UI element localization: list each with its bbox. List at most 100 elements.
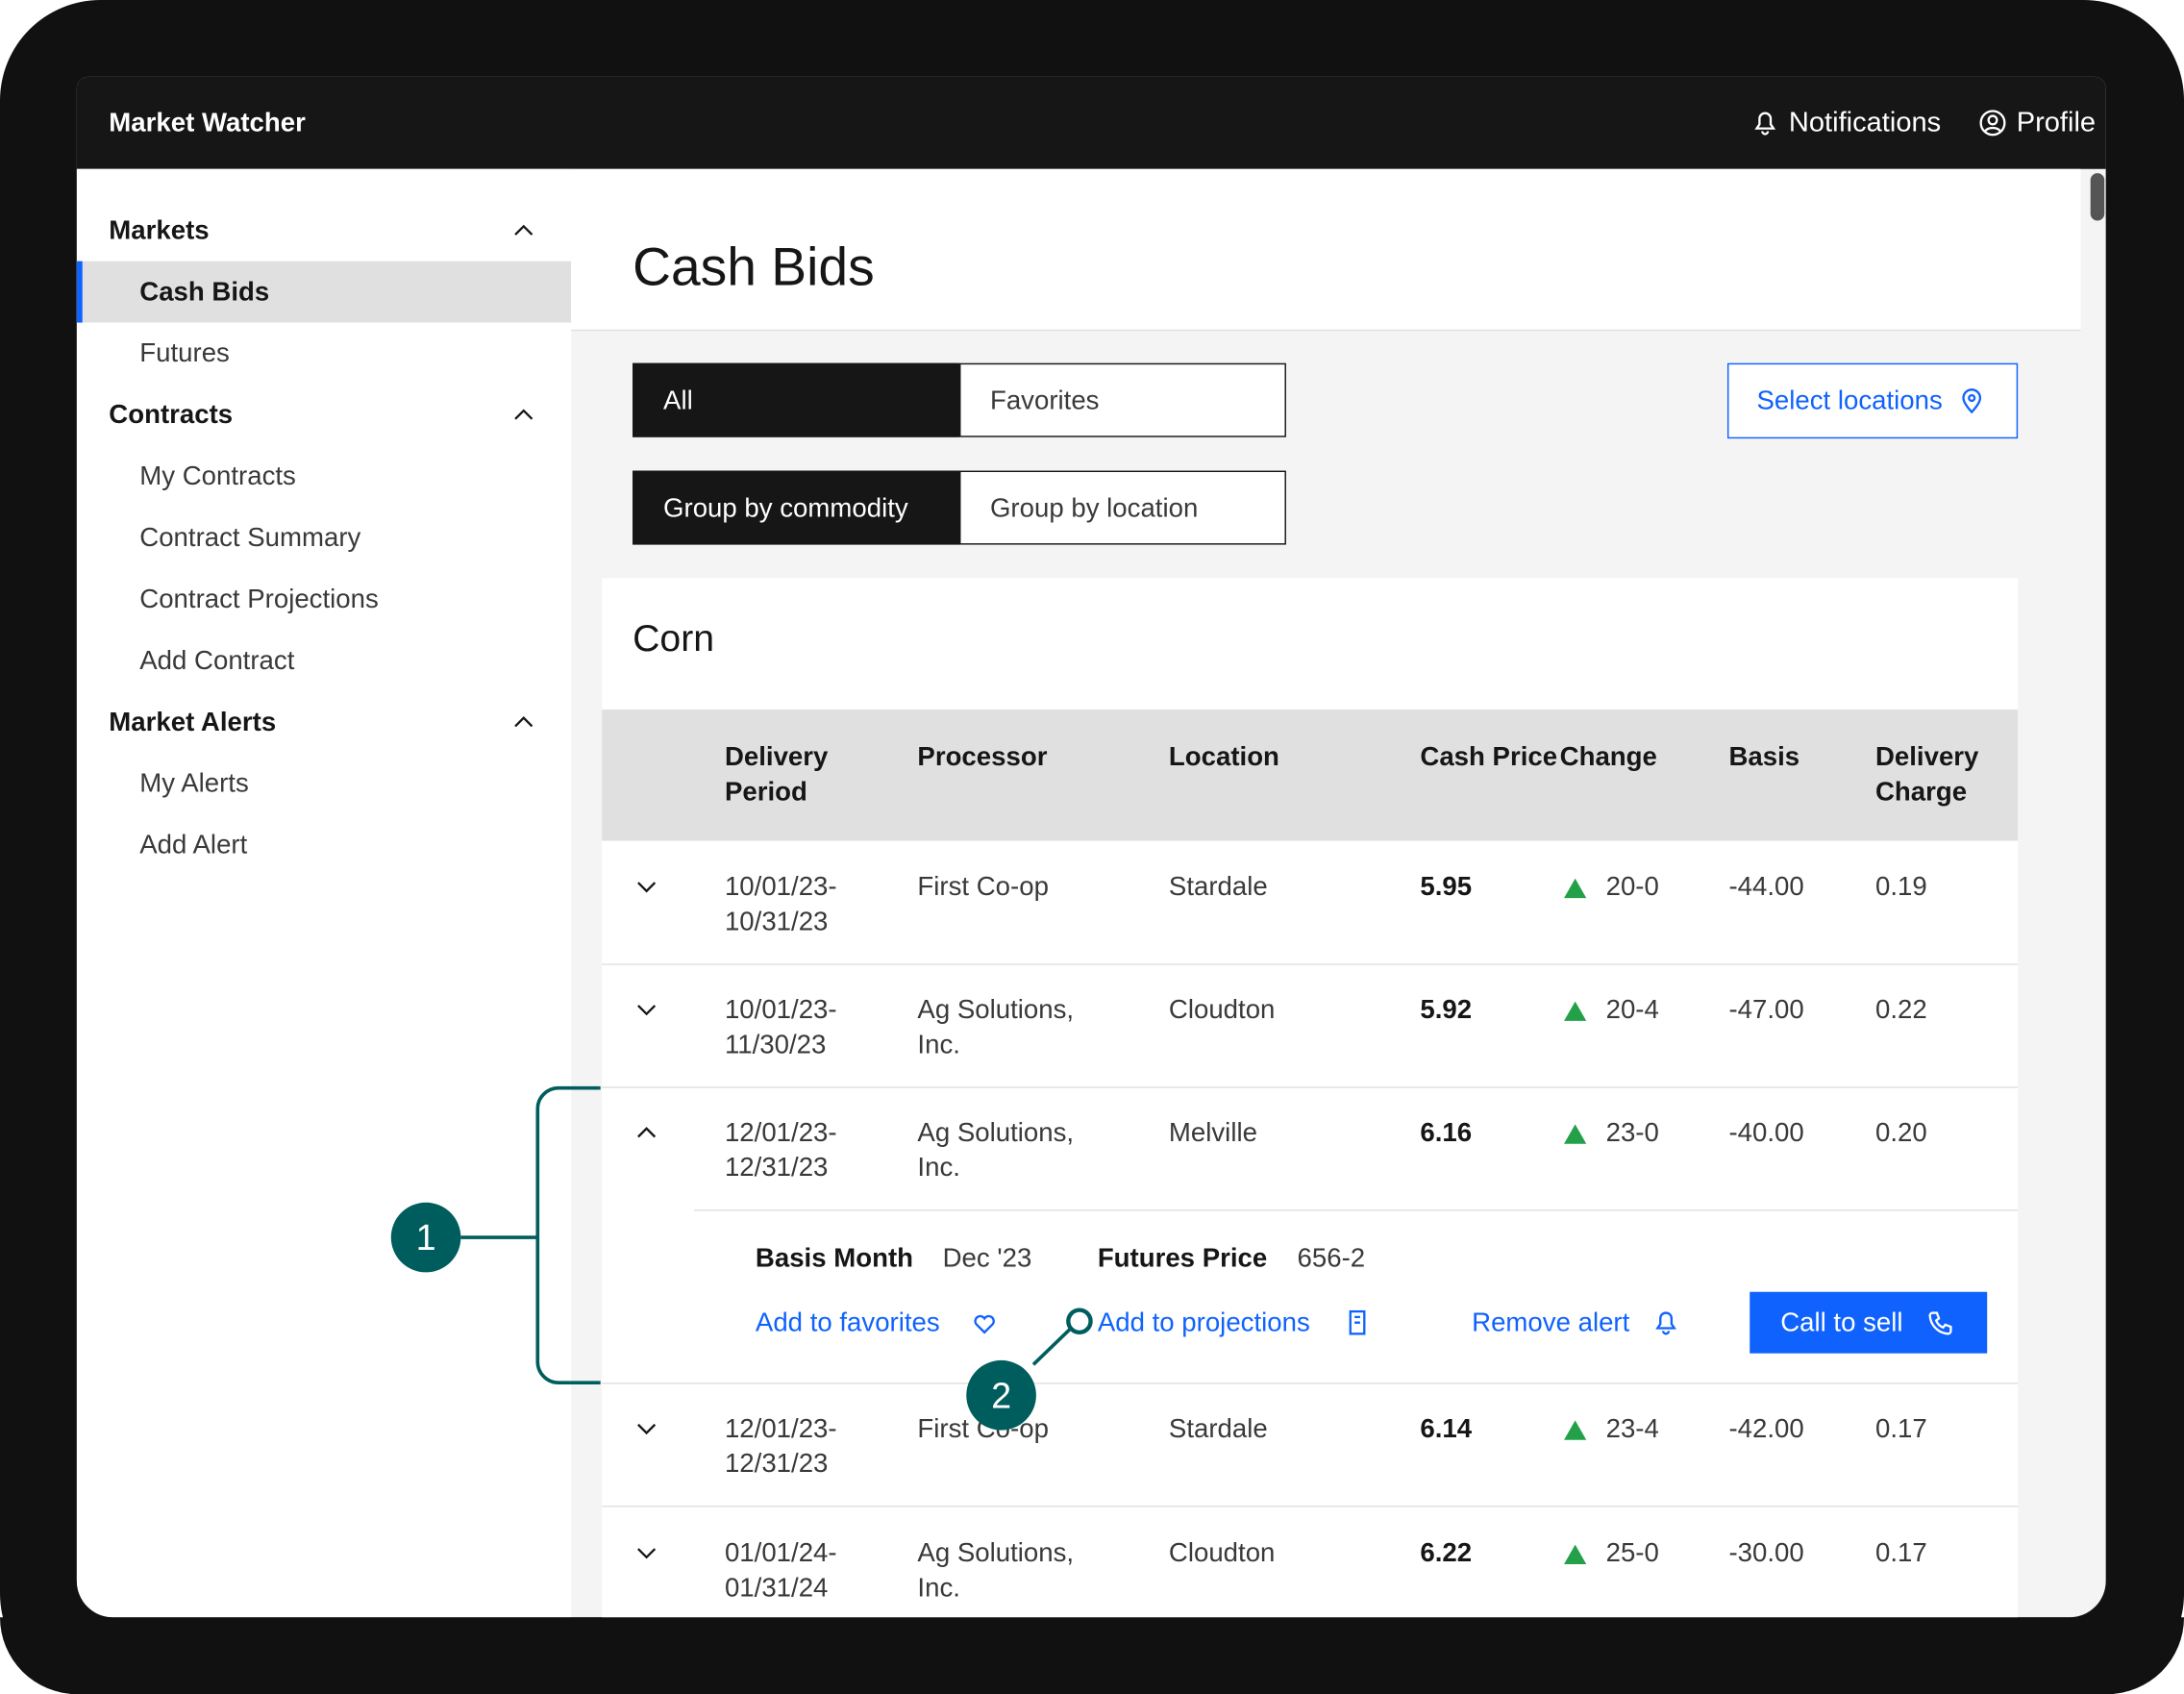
- cell: -42.00: [1728, 1414, 1804, 1445]
- cell: Ag Solutions, Inc.: [917, 1538, 1075, 1604]
- cell: Cloudton: [1168, 1538, 1276, 1569]
- cell: 0.22: [1874, 995, 1927, 1026]
- cell: 25-0: [1605, 1538, 1659, 1569]
- action-icon: [969, 1308, 1000, 1338]
- up-triangle: [1560, 1537, 1591, 1568]
- cell: Ag Solutions, Inc.: [917, 995, 1075, 1060]
- app-title: Market Watcher: [109, 109, 306, 138]
- cell: 0.17: [1874, 1414, 1927, 1445]
- cell: 01/01/24-01/31/24: [724, 1538, 837, 1604]
- column-header: Processor: [917, 742, 1048, 773]
- chevron-down: [632, 994, 662, 1025]
- pin-icon: [1956, 386, 1987, 416]
- up-triangle: [1560, 1413, 1591, 1444]
- column-header: Delivery Period: [724, 742, 829, 808]
- cell: -44.00: [1728, 872, 1804, 903]
- select-locations-label[interactable]: Select locations: [1756, 386, 1943, 416]
- segment-button[interactable]: [633, 470, 960, 545]
- cell: Stardale: [1168, 1414, 1268, 1445]
- segment-label[interactable]: Favorites: [989, 386, 1100, 416]
- nav-item[interactable]: My Contracts: [139, 461, 296, 492]
- phone-icon: [1925, 1308, 1956, 1338]
- cell: 23-0: [1605, 1118, 1659, 1149]
- segment-label[interactable]: All: [663, 386, 693, 416]
- cell: -47.00: [1728, 995, 1804, 1026]
- cell: 0.17: [1874, 1538, 1927, 1569]
- segment-button[interactable]: [959, 362, 1286, 437]
- chevron-up: [632, 1117, 662, 1148]
- detail-label: Futures Price: [1097, 1244, 1268, 1274]
- row-divider: [602, 963, 2019, 965]
- nav-item[interactable]: Add Alert: [139, 831, 248, 860]
- callout-number: 2: [991, 1376, 1011, 1416]
- action-icon: [1650, 1308, 1681, 1338]
- cell: Cloudton: [1168, 995, 1276, 1026]
- page-title: Cash Bids: [633, 238, 875, 298]
- cell: -40.00: [1728, 1118, 1804, 1149]
- action-link[interactable]: Add to projections: [1097, 1308, 1310, 1338]
- scrollbar: [2090, 173, 2105, 221]
- call-to-sell[interactable]: [1750, 1291, 1988, 1354]
- action-link[interactable]: Add to favorites: [755, 1308, 940, 1338]
- cell: 0.19: [1874, 872, 1927, 903]
- cell: 12/01/23-12/31/23: [724, 1414, 837, 1480]
- chevron-up: [509, 399, 539, 430]
- cell: 23-4: [1605, 1414, 1659, 1445]
- cell: 5.92: [1420, 995, 1473, 1026]
- column-header: Cash Price: [1420, 742, 1558, 773]
- nav-item[interactable]: Contract Summary: [139, 523, 361, 554]
- sidebar: [76, 168, 572, 1618]
- action-link[interactable]: Remove alert: [1472, 1308, 1630, 1338]
- cell: -30.00: [1728, 1538, 1804, 1569]
- bell-icon: [1750, 108, 1780, 138]
- title-area: [571, 168, 2081, 332]
- up-triangle: [1560, 871, 1591, 902]
- row-divider: [602, 1086, 2019, 1088]
- cell: 6.14: [1420, 1414, 1473, 1445]
- cell: 5.95: [1420, 872, 1473, 903]
- nav-item[interactable]: Futures: [139, 339, 230, 369]
- cell: Melville: [1168, 1118, 1257, 1149]
- detail-value: 656-2: [1297, 1244, 1366, 1274]
- column-header: Location: [1168, 742, 1279, 773]
- segment-button[interactable]: [633, 362, 960, 437]
- card-title: Corn: [633, 617, 715, 660]
- cell: 10/01/23-11/30/23: [724, 995, 837, 1060]
- detail-divider: [693, 1209, 2019, 1211]
- up-triangle: [1560, 994, 1591, 1025]
- profile[interactable]: Profile: [2016, 107, 2097, 138]
- nav-item[interactable]: Cash Bids: [139, 278, 270, 308]
- call-to-sell-label[interactable]: Call to sell: [1780, 1308, 1903, 1338]
- column-header: Delivery Charge: [1874, 742, 1979, 808]
- nav-item[interactable]: My Alerts: [139, 769, 249, 799]
- chevron-down: [632, 871, 662, 902]
- nav-group[interactable]: Contracts: [109, 400, 234, 431]
- nav-item[interactable]: Add Contract: [139, 646, 295, 677]
- cell: 0.20: [1874, 1118, 1927, 1149]
- bezel-bottom: [0, 1617, 2184, 1694]
- cell: 6.16: [1420, 1118, 1473, 1149]
- column-header: Basis: [1728, 742, 1800, 773]
- nav-group[interactable]: Markets: [109, 216, 210, 246]
- segment-label[interactable]: Group by commodity: [663, 494, 908, 524]
- top-bar: [76, 76, 2106, 169]
- chevron-up: [509, 707, 539, 737]
- row-divider: [602, 1506, 2019, 1507]
- up-triangle: [1560, 1117, 1591, 1148]
- cell: 12/01/23-12/31/23: [724, 1118, 837, 1183]
- chevron-down: [632, 1537, 662, 1568]
- segment-button[interactable]: [959, 470, 1286, 545]
- notifications[interactable]: Notifications: [1788, 107, 1942, 138]
- chevron-down: [632, 1413, 662, 1444]
- cell: 10/01/23-10/31/23: [724, 872, 837, 937]
- segment-label[interactable]: Group by location: [989, 494, 1199, 524]
- cell: 6.22: [1420, 1538, 1473, 1569]
- callout-number: 1: [416, 1218, 436, 1258]
- profile-icon: [1977, 108, 2008, 138]
- nav-item[interactable]: Contract Projections: [139, 585, 379, 615]
- nav-group[interactable]: Market Alerts: [109, 708, 277, 738]
- cell: Stardale: [1168, 872, 1268, 903]
- cell: 20-4: [1605, 995, 1659, 1026]
